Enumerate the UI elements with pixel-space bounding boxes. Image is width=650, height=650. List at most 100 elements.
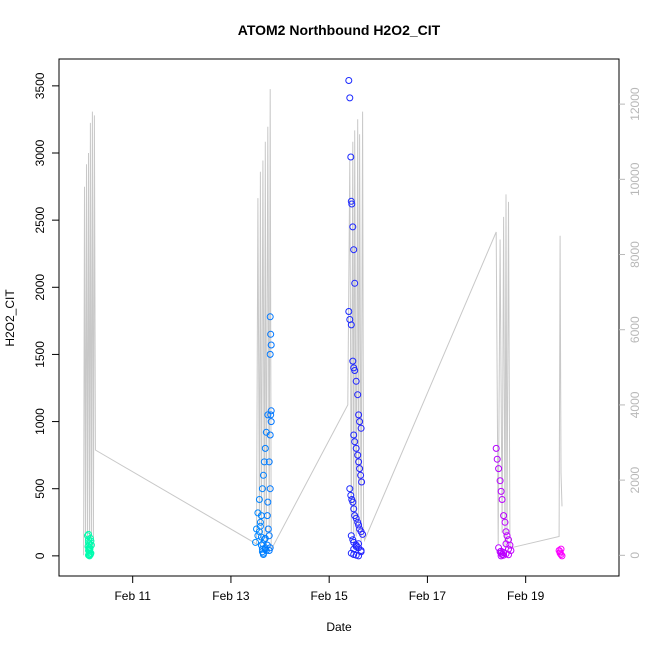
data-point [252, 538, 259, 546]
y2-tick-label: 10000 [628, 162, 642, 196]
data-point [495, 465, 503, 473]
data-point [351, 438, 359, 446]
data-point [255, 496, 263, 503]
data-points [84, 77, 566, 560]
data-point [346, 485, 354, 493]
data-point [264, 525, 272, 533]
data-point [350, 431, 358, 439]
data-point [557, 545, 565, 553]
data-point [86, 534, 94, 542]
data-point [266, 485, 274, 493]
data-point [492, 444, 500, 452]
y2-tick-label: 6000 [628, 316, 642, 343]
chart-title: ATOM2 Northbound H2O2_CIT [238, 22, 441, 38]
data-point [352, 514, 360, 522]
data-point [493, 455, 501, 463]
data-point [267, 341, 275, 349]
plot-frame [58, 58, 620, 577]
data-point [352, 377, 360, 385]
data-point [267, 330, 275, 338]
data-point [357, 471, 365, 479]
data-point [254, 509, 262, 517]
y2-tick-label: 4000 [628, 391, 642, 418]
data-point [347, 321, 355, 329]
data-point [497, 487, 505, 495]
data-point [267, 407, 275, 415]
x-tick-label: Feb 13 [212, 589, 250, 603]
data-point [265, 458, 273, 466]
data-point [357, 548, 365, 556]
data-point [85, 530, 92, 538]
data-point [347, 532, 355, 540]
y-tick-label: 500 [33, 478, 47, 498]
x-axis-label: Date [326, 620, 352, 634]
y-axis-left: 0 500 1000 1500 2000 2500 3000 3500 [33, 72, 59, 559]
data-point [349, 498, 357, 506]
y-tick-label: 1500 [33, 341, 47, 368]
data-point [359, 530, 367, 538]
data-point [351, 367, 359, 374]
data-point [259, 471, 267, 479]
data-point [355, 521, 363, 529]
data-point [347, 153, 355, 161]
data-point [355, 540, 363, 548]
data-point [266, 431, 274, 439]
data-point [350, 505, 358, 513]
x-axis: Feb 11 Feb 13 Feb 15 Feb 17 Feb 19 [114, 575, 545, 603]
data-point [351, 279, 359, 287]
data-point [348, 200, 356, 208]
data-point [500, 512, 508, 520]
secondary-series-polyline [83, 89, 563, 556]
data-point [261, 545, 269, 553]
y-tick-label: 3500 [33, 72, 47, 99]
data-point [349, 357, 357, 365]
x-tick-label: Feb 17 [409, 589, 447, 603]
data-point [347, 491, 355, 499]
data-point [354, 391, 362, 399]
y-tick-label: 2000 [33, 274, 47, 301]
y2-tick-label: 0 [628, 552, 642, 559]
data-point [497, 552, 505, 560]
data-point [85, 538, 92, 546]
data-point [259, 549, 267, 557]
data-point [501, 518, 509, 526]
data-point [355, 411, 363, 419]
data-point [257, 533, 265, 541]
data-point [354, 451, 362, 459]
data-point [266, 544, 274, 552]
data-point [264, 498, 272, 506]
y-axis-right: 0 2000 4000 6000 8000 10000 12000 [619, 87, 642, 559]
y2-tick-label: 8000 [628, 241, 642, 268]
y-tick-label: 1000 [33, 408, 47, 435]
data-point [345, 77, 353, 84]
data-point [358, 478, 366, 486]
y-tick-label: 0 [33, 552, 47, 559]
data-point [266, 313, 274, 321]
data-point [357, 424, 365, 432]
data-point [260, 458, 268, 466]
y2-tick-label: 2000 [628, 466, 642, 493]
data-point [355, 458, 363, 466]
data-point [356, 465, 364, 473]
x-tick-label: Feb 19 [507, 589, 545, 603]
data-point [502, 528, 510, 536]
data-point [256, 522, 264, 530]
data-point [498, 496, 506, 503]
data-point [258, 485, 266, 493]
data-point [505, 551, 512, 559]
y-tick-label: 3000 [33, 139, 47, 166]
data-point [254, 532, 262, 540]
data-point [558, 552, 566, 560]
data-point [261, 444, 269, 452]
secondary-series-line [83, 89, 563, 556]
data-point [503, 532, 511, 540]
data-point [345, 308, 353, 315]
data-point [350, 246, 358, 254]
data-point [85, 536, 92, 544]
data-point [347, 197, 355, 205]
data-point [496, 477, 504, 485]
data-point [267, 411, 275, 419]
data-point [349, 223, 357, 231]
data-point [266, 350, 274, 358]
